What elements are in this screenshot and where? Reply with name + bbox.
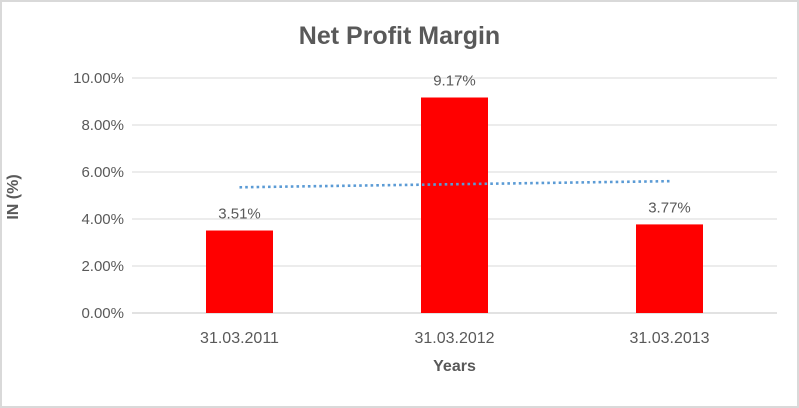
data-label: 9.17% <box>433 73 476 90</box>
y-tick-label: 2.00% <box>81 258 124 275</box>
y-tick-label: 10.00% <box>73 70 124 87</box>
bar-31.03.2012 <box>421 97 488 313</box>
y-tick-label: 4.00% <box>81 211 124 228</box>
chart-title: Net Profit Margin <box>298 22 501 50</box>
y-tick-label: 0.00% <box>81 305 124 322</box>
y-tick-label: 8.00% <box>81 117 124 134</box>
x-axis-title: Years <box>433 358 476 375</box>
data-label: 3.77% <box>648 199 691 216</box>
x-tick-label: 31.03.2012 <box>414 330 494 347</box>
bar-31.03.2011 <box>206 230 273 313</box>
x-tick-label: 31.03.2013 <box>629 330 709 347</box>
data-label: 3.51% <box>218 206 261 223</box>
y-axis-title: IN (%) <box>5 174 22 220</box>
bar-31.03.2013 <box>636 224 703 313</box>
x-tick-label: 31.03.2011 <box>200 330 279 347</box>
y-tick-label: 6.00% <box>81 164 124 181</box>
